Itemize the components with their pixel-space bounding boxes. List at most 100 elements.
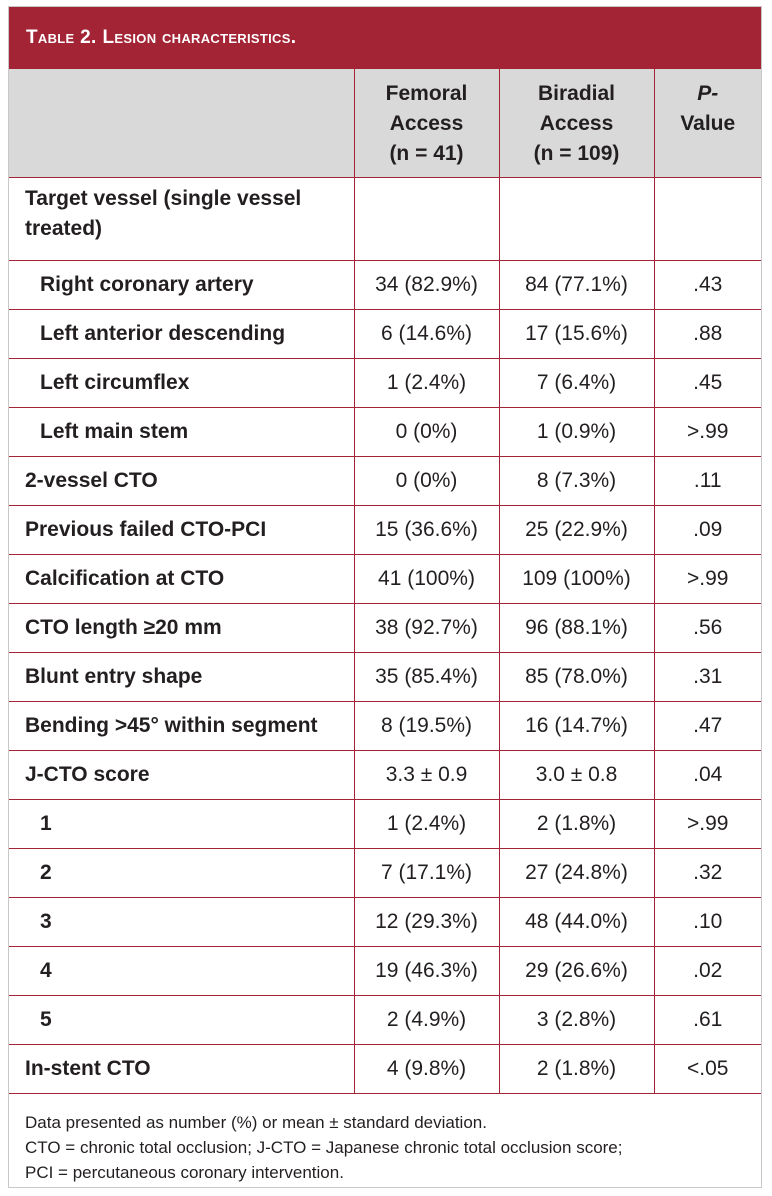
row-label: Calcification at CTO: [9, 554, 354, 604]
cell-p-value: .11: [653, 456, 761, 506]
cell-p-value: .43: [653, 260, 761, 310]
cell-femoral: 15 (36.6%): [353, 505, 499, 555]
cell-biradial: 29 (26.6%): [498, 946, 654, 996]
table-row: Left circumflex 1 (2.4%) 7 (6.4%) .45: [9, 358, 761, 408]
cell-biradial: 16 (14.7%): [498, 701, 654, 751]
cell-biradial: 7 (6.4%): [498, 358, 654, 408]
cell-p-value: <.05: [653, 1044, 761, 1093]
table-figure: Table 2. Lesion characteristics. Femoral…: [8, 6, 762, 1188]
table-row: Right coronary artery 34 (82.9%) 84 (77.…: [9, 260, 761, 310]
cell-p-value: .31: [653, 652, 761, 702]
cell-biradial: 17 (15.6%): [498, 309, 654, 359]
table-title: Table 2. Lesion characteristics.: [9, 7, 761, 69]
cell-biradial: 8 (7.3%): [498, 456, 654, 506]
cell-biradial: 3 (2.8%): [498, 995, 654, 1045]
cell-femoral: 7 (17.1%): [353, 848, 499, 898]
table-row: Blunt entry shape 35 (85.4%) 85 (78.0%) …: [9, 652, 761, 702]
header-p-line: Value: [680, 112, 736, 135]
cell-p-value: >.99: [653, 407, 761, 457]
cell-p-value: .88: [653, 309, 761, 359]
cell-biradial: 48 (44.0%): [498, 897, 654, 947]
header-femoral-line: Femoral: [385, 82, 468, 105]
cell-femoral: 0 (0%): [353, 407, 499, 457]
table-row: J-CTO score 3.3 ± 0.9 3.0 ± 0.8 .04: [9, 750, 761, 800]
table-row: 4 19 (46.3%) 29 (26.6%) .02: [9, 946, 761, 996]
row-label: Left anterior descending: [9, 309, 354, 359]
table-row: Bending >45° within segment 8 (19.5%) 16…: [9, 701, 761, 751]
cell-femoral: 12 (29.3%): [353, 897, 499, 947]
cell-femoral: 1 (2.4%): [353, 358, 499, 408]
header-p-value: P- Value: [653, 69, 761, 178]
cell-femoral: 34 (82.9%): [353, 260, 499, 310]
cell-p-value: .10: [653, 897, 761, 947]
cell-biradial: 96 (88.1%): [498, 603, 654, 653]
table-row: In-stent CTO 4 (9.8%) 2 (1.8%) <.05: [9, 1044, 761, 1093]
table-row: CTO length ≥20 mm 38 (92.7%) 96 (88.1%) …: [9, 603, 761, 653]
cell-p-value: [653, 177, 761, 261]
cell-p-value: .47: [653, 701, 761, 751]
cell-femoral: [353, 177, 499, 261]
cell-p-value: .09: [653, 505, 761, 555]
cell-biradial: 2 (1.8%): [498, 799, 654, 849]
header-femoral-line: (n = 41): [389, 142, 464, 165]
row-label: 3: [9, 897, 354, 947]
cell-femoral: 8 (19.5%): [353, 701, 499, 751]
table-row: Target vessel (single vessel treated): [9, 177, 761, 261]
cell-femoral: 1 (2.4%): [353, 799, 499, 849]
table-row: Calcification at CTO 41 (100%) 109 (100%…: [9, 554, 761, 604]
row-label: Bending >45° within segment: [9, 701, 354, 751]
lesion-table: Femoral Access (n = 41) Biradial Access …: [9, 69, 761, 1093]
table-footnote: Data presented as number (%) or mean ± s…: [9, 1093, 761, 1187]
row-label: 4: [9, 946, 354, 996]
header-row: Femoral Access (n = 41) Biradial Access …: [9, 69, 761, 178]
table-row: 1 1 (2.4%) 2 (1.8%) >.99: [9, 799, 761, 849]
row-label: 2-vessel CTO: [9, 456, 354, 506]
table-row: Left anterior descending 6 (14.6%) 17 (1…: [9, 309, 761, 359]
cell-p-value: >.99: [653, 799, 761, 849]
table-row: 5 2 (4.9%) 3 (2.8%) .61: [9, 995, 761, 1045]
cell-femoral: 2 (4.9%): [353, 995, 499, 1045]
cell-p-value: .61: [653, 995, 761, 1045]
row-label: In-stent CTO: [9, 1044, 354, 1093]
row-label: 2: [9, 848, 354, 898]
table-title-text: Lesion characteristics.: [102, 27, 297, 48]
cell-biradial: [498, 177, 654, 261]
cell-p-value: .56: [653, 603, 761, 653]
cell-femoral: 35 (85.4%): [353, 652, 499, 702]
header-biradial: Biradial Access (n = 109): [498, 69, 654, 178]
cell-femoral: 38 (92.7%): [353, 603, 499, 653]
header-femoral-line: Access: [389, 112, 464, 135]
row-label: Right coronary artery: [9, 260, 354, 310]
table-title-prefix: Table 2.: [26, 27, 97, 48]
cell-biradial: 84 (77.1%): [498, 260, 654, 310]
cell-p-value: .02: [653, 946, 761, 996]
header-biradial-line: (n = 109): [533, 142, 620, 165]
table-row: Previous failed CTO-PCI 15 (36.6%) 25 (2…: [9, 505, 761, 555]
cell-femoral: 3.3 ± 0.9: [353, 750, 499, 800]
header-biradial-line: Access: [539, 112, 614, 135]
header-biradial-line: Biradial: [537, 82, 616, 105]
cell-biradial: 2 (1.8%): [498, 1044, 654, 1093]
cell-biradial: 85 (78.0%): [498, 652, 654, 702]
cell-biradial: 1 (0.9%): [498, 407, 654, 457]
table-row: Left main stem 0 (0%) 1 (0.9%) >.99: [9, 407, 761, 457]
row-label: Target vessel (single vessel treated): [25, 187, 302, 240]
table-row: 3 12 (29.3%) 48 (44.0%) .10: [9, 897, 761, 947]
footnote-line: CTO = chronic total occlusion; J-CTO = J…: [25, 1138, 623, 1157]
cell-p-value: .04: [653, 750, 761, 800]
table-row: 2-vessel CTO 0 (0%) 8 (7.3%) .11: [9, 456, 761, 506]
cell-biradial: 25 (22.9%): [498, 505, 654, 555]
row-label: 5: [9, 995, 354, 1045]
footnote-line: Data presented as number (%) or mean ± s…: [25, 1113, 487, 1132]
row-label: Left main stem: [9, 407, 354, 457]
row-label: J-CTO score: [9, 750, 354, 800]
header-label: [9, 69, 354, 178]
row-label: Left circumflex: [9, 358, 354, 408]
row-label: CTO length ≥20 mm: [9, 603, 354, 653]
cell-p-value: .32: [653, 848, 761, 898]
cell-femoral: 19 (46.3%): [353, 946, 499, 996]
cell-femoral: 4 (9.8%): [353, 1044, 499, 1093]
footnote-line: PCI = percutaneous coronary intervention…: [25, 1163, 344, 1182]
cell-p-value: >.99: [653, 554, 761, 604]
table-row: 2 7 (17.1%) 27 (24.8%) .32: [9, 848, 761, 898]
